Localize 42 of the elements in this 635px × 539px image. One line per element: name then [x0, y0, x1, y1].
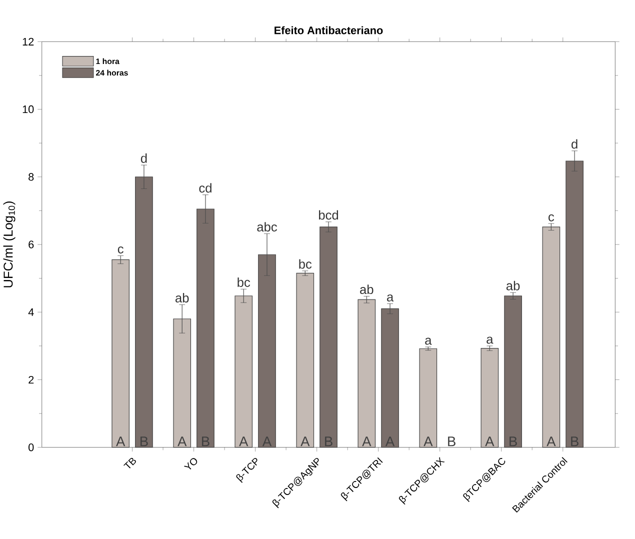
- annotation: A: [262, 436, 272, 446]
- annotation: B: [140, 436, 148, 446]
- chart-title: Efeito Antibacteriano: [274, 26, 383, 34]
- data-label: d: [140, 154, 147, 164]
- data-label: d: [572, 139, 578, 149]
- annotation: B: [510, 436, 517, 446]
- y-tick-label: 6: [28, 240, 34, 249]
- data-label: abc: [257, 222, 278, 232]
- annotation: A: [485, 436, 494, 446]
- annotation: A: [178, 436, 187, 446]
- annotation: B: [448, 436, 456, 446]
- x-tick-label: YO: [184, 458, 198, 470]
- y-axis-title: UFC/ml (Log$_{10}$): [3, 202, 16, 288]
- annotation: B: [325, 436, 332, 446]
- data-label: ab: [176, 293, 189, 303]
- data-label: bc: [238, 278, 250, 288]
- data-label: ab: [506, 281, 520, 291]
- y-tick-label: 0: [28, 444, 34, 452]
- data-label: bcd: [318, 210, 338, 220]
- y-tick-label: 10: [22, 106, 34, 114]
- data-label: bc: [299, 259, 312, 269]
- data-label: a: [387, 294, 394, 302]
- data-label: c: [118, 246, 124, 254]
- data-label: ab: [360, 284, 374, 294]
- data-label: a: [425, 338, 432, 345]
- annotation: B: [571, 436, 578, 446]
- annotation: A: [300, 436, 310, 446]
- annotation: A: [362, 436, 372, 446]
- y-tick-label: 8: [28, 173, 34, 181]
- annotation: A: [239, 436, 248, 446]
- data-label: c: [548, 214, 554, 222]
- y-tick-label: 12: [22, 38, 34, 46]
- annotation: A: [546, 436, 556, 446]
- data-label: a: [486, 336, 494, 344]
- annotation: A: [424, 436, 433, 446]
- annotation: B: [202, 436, 210, 446]
- annotation: A: [385, 436, 395, 446]
- y-tick-label: 4: [28, 308, 34, 316]
- y-tick-label: 2: [28, 376, 34, 384]
- x-tick-label: TB: [124, 458, 136, 469]
- annotation: A: [116, 436, 126, 446]
- data-label: cd: [199, 183, 212, 193]
